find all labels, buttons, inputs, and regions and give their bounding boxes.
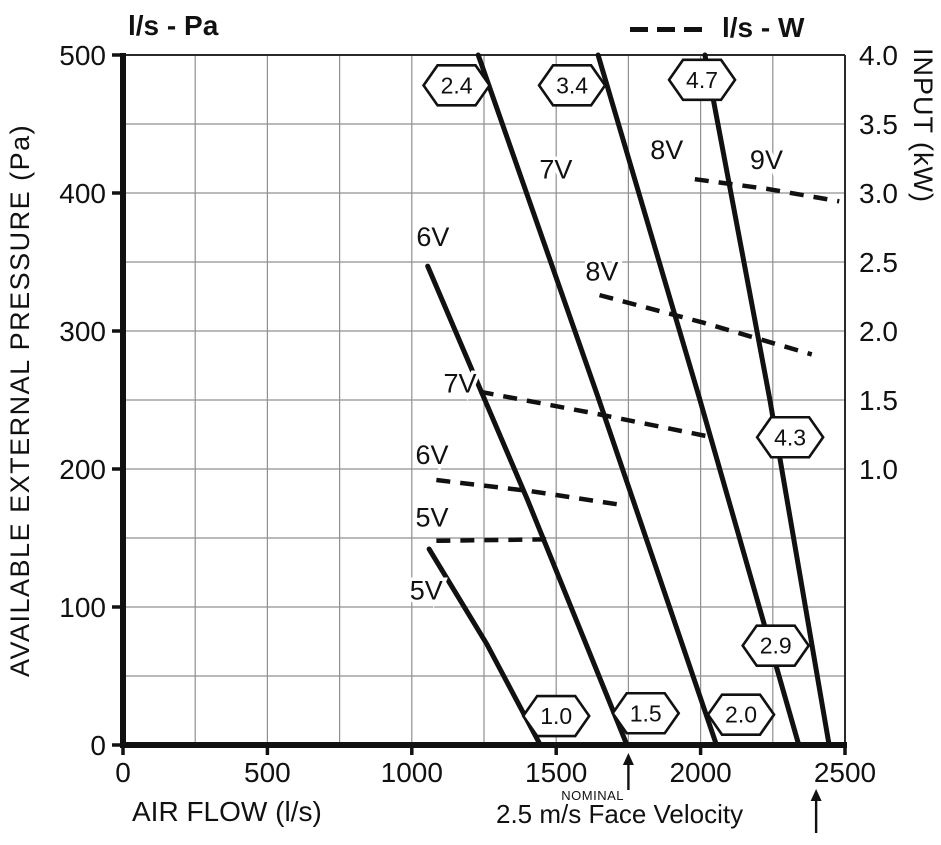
x-axis-ticks: 0 500 1000 1500 2000 2500 xyxy=(115,745,876,788)
power-curve-label-8V: 8V xyxy=(585,257,618,287)
pressure-curves xyxy=(425,52,832,748)
plot-frame xyxy=(123,54,846,745)
pressure-curve-5V xyxy=(426,546,543,748)
axes xyxy=(120,53,847,748)
y-axis-title-pressure: AVAILABLE EXTERNAL PRESSURE (Pa) xyxy=(5,123,35,677)
kw-badge-3.4: 3.4 xyxy=(537,64,607,107)
kw-badge-value: 1.5 xyxy=(630,700,662,726)
x-tick-label: 0 xyxy=(115,757,131,788)
flow-markers xyxy=(622,753,822,833)
power-tick-label: 1.5 xyxy=(859,385,898,416)
power-curves xyxy=(436,176,840,544)
pressure-tick-label: 400 xyxy=(59,178,106,209)
x-tick-label: 2500 xyxy=(814,757,876,788)
pressure-tick-label: 0 xyxy=(90,730,106,761)
power-axis-labels: 4.0 3.5 3.0 2.5 2.0 1.5 1.0 xyxy=(859,40,898,485)
pressure-curve-9V xyxy=(702,52,832,748)
power-curve-label-5V: 5V xyxy=(416,502,449,532)
power-curve-8V xyxy=(598,292,813,357)
power-curve-label-7V: 7V xyxy=(444,368,477,398)
power-curve-5V xyxy=(436,537,547,544)
pressure-curve-6V xyxy=(425,263,630,748)
x-axis-title: AIR FLOW (l/s) xyxy=(132,796,322,827)
kw-badge-value: 2.0 xyxy=(725,702,757,728)
kw-badge-value: 4.3 xyxy=(774,424,806,450)
kw-badge-2.4: 2.4 xyxy=(421,64,492,107)
power-tick-label: 3.5 xyxy=(859,109,898,140)
kw-badge-value: 2.4 xyxy=(441,72,473,98)
power-tick-label: 2.0 xyxy=(859,316,898,347)
pressure-curve-label-8V: 8V xyxy=(650,135,683,165)
marker-arrowhead xyxy=(810,789,822,801)
kw-badge-1.0: 1.0 xyxy=(521,694,591,738)
pressure-tick-label: 300 xyxy=(59,316,106,347)
power-curve-7V xyxy=(479,389,713,440)
power-tick-label: 1.0 xyxy=(859,454,898,485)
kw-badge-4.3: 4.3 xyxy=(755,415,825,459)
x-tick-label: 2000 xyxy=(669,757,731,788)
power-curve-label-6V: 6V xyxy=(416,440,449,470)
power-curve-9V xyxy=(694,176,840,204)
kw-badge-4.7: 4.7 xyxy=(667,58,737,102)
power-tick-label: 3.0 xyxy=(859,178,898,209)
kw-badge-1.5: 1.5 xyxy=(611,691,681,735)
pressure-curve-label-6V: 6V xyxy=(416,222,449,252)
x-tick-label: 1500 xyxy=(525,757,587,788)
pressure-tick-label: 100 xyxy=(59,592,106,623)
face-velocity-label: 2.5 m/s Face Velocity xyxy=(496,799,744,829)
power-tick-label: 2.5 xyxy=(859,247,898,278)
kw-badge-value: 2.9 xyxy=(760,633,792,659)
pressure-curve-label-9V: 9V xyxy=(750,145,783,175)
power-curve-6V xyxy=(436,477,622,508)
legend-solid-label: l/s - Pa xyxy=(128,10,219,41)
dashed-line-swatch xyxy=(630,27,702,32)
pressure-tick-label: 500 xyxy=(59,40,106,71)
nominal-flow-label: NOMINAL xyxy=(561,788,624,803)
pressure-tick-label: 200 xyxy=(59,454,106,485)
pressure-curve-label-7V: 7V xyxy=(539,155,572,185)
kw-badge-value: 3.4 xyxy=(556,72,588,98)
pressure-curve-7V xyxy=(475,52,719,748)
y-axis-title-input-kw: INPUT (kW) xyxy=(908,48,938,203)
power-tick-label: 4.0 xyxy=(859,40,898,71)
x-tick-label: 500 xyxy=(244,757,291,788)
kw-badges: 2.4 3.4 4.7 4.3 2.9 1.0 1.5 2.0 xyxy=(421,58,825,738)
kw-badge-value: 4.7 xyxy=(686,67,718,93)
x-tick-label: 1000 xyxy=(381,757,443,788)
kw-badge-2.0: 2.0 xyxy=(706,693,776,736)
curve-labels: 5V 6V 7V 8V 9V 5V 6V 7V 8V xyxy=(406,132,786,609)
marker-arrowhead xyxy=(622,753,634,765)
kw-badge-value: 1.0 xyxy=(540,703,572,729)
kw-badge-2.9: 2.9 xyxy=(741,624,811,667)
pressure-axis-ticks: 0 100 200 300 400 500 xyxy=(59,40,123,761)
legend-dashed-label: l/s - W xyxy=(722,12,805,43)
pressure-curve-label-5V: 5V xyxy=(410,575,443,605)
